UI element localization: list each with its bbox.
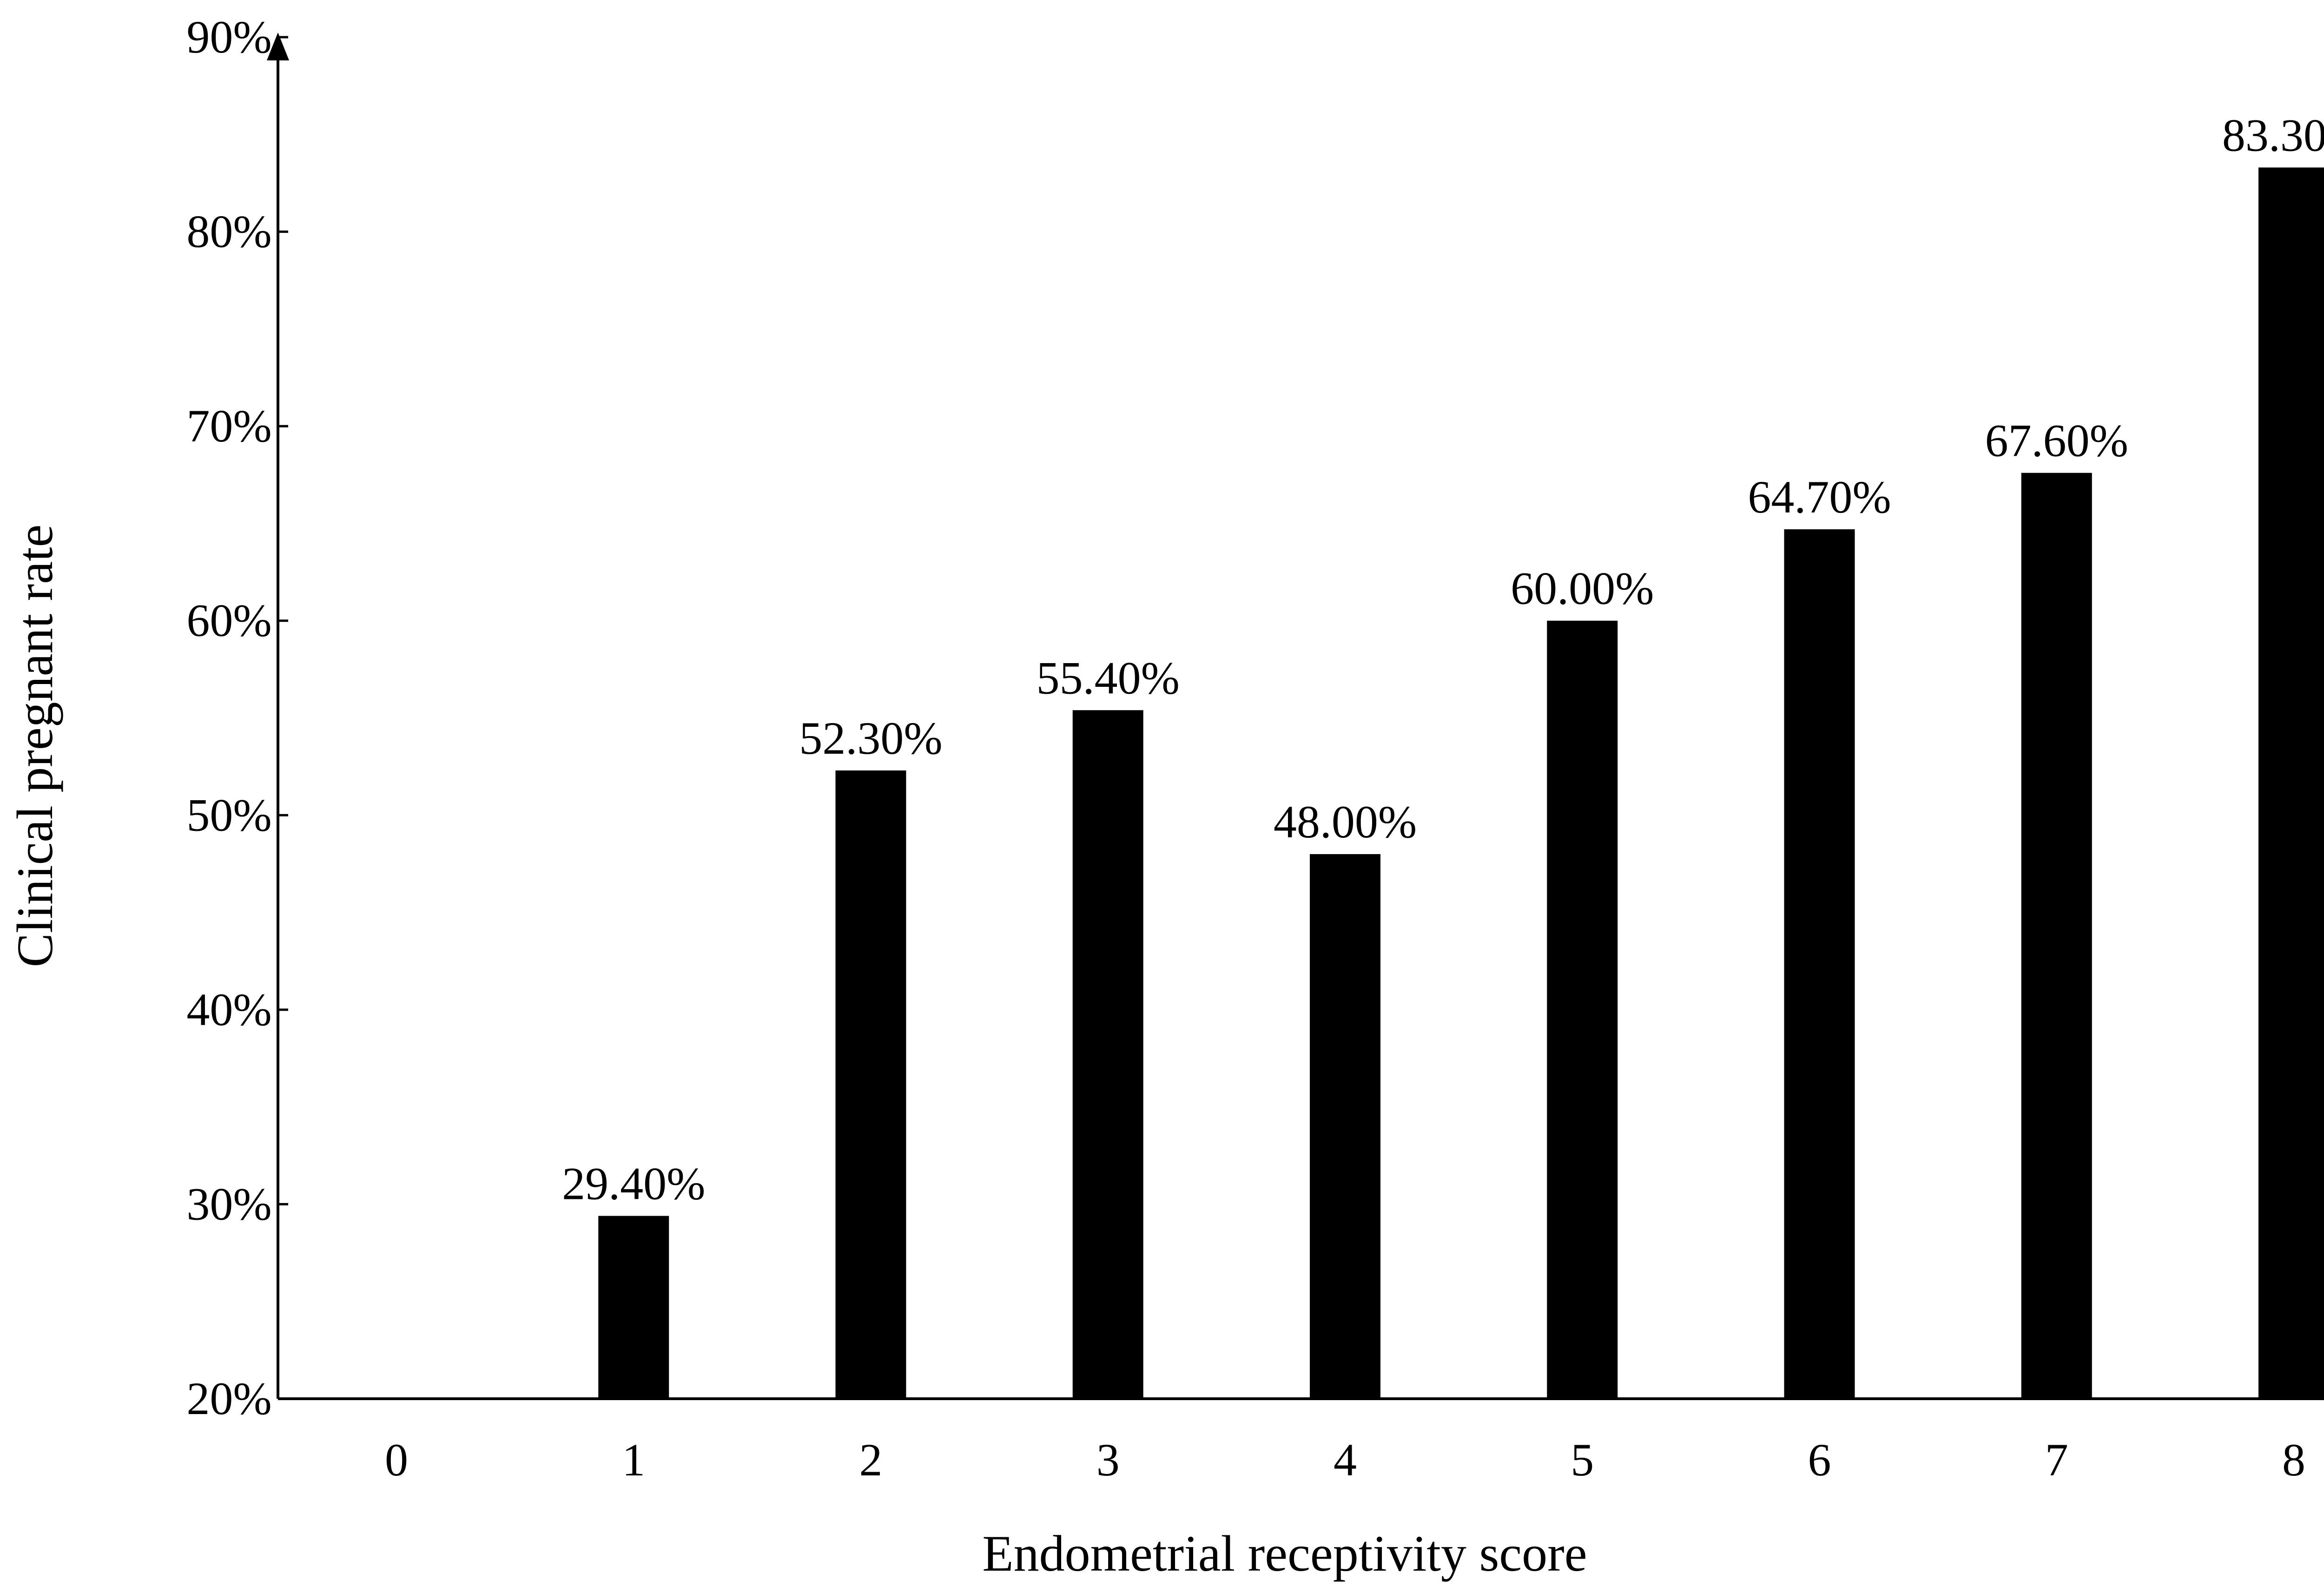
- data-label-score-1: 29.40%: [562, 1158, 705, 1210]
- y-axis-arrow: [267, 33, 289, 60]
- bar-score-7: [2021, 473, 2092, 1399]
- data-label-score-3: 55.40%: [1037, 652, 1180, 704]
- data-label-score-2: 52.30%: [799, 712, 942, 764]
- bar-score-1: [598, 1216, 669, 1399]
- data-label-score-5: 60.00%: [1511, 563, 1654, 614]
- y-axis-ticks: 20% 30% 40% 50% 60% 70% 80% 90%: [186, 11, 288, 1424]
- x-tick-label: 2: [859, 1434, 883, 1486]
- y-tick-label: 60%: [186, 595, 271, 646]
- bar-score-4: [1310, 854, 1380, 1399]
- x-axis-title: Endometrial receptivity score: [982, 1525, 1587, 1582]
- x-tick-label: 7: [2045, 1434, 2068, 1486]
- x-tick-label: 8: [2282, 1434, 2305, 1486]
- x-axis-ticks: 0 1 2 3 4 5 6 7 8: [385, 1434, 2305, 1486]
- bar-score-6: [1784, 529, 1855, 1399]
- y-tick-label: 20%: [186, 1373, 271, 1424]
- y-tick-label: 30%: [186, 1178, 271, 1230]
- bars: [598, 167, 2324, 1399]
- x-tick-label: 1: [622, 1434, 645, 1486]
- bar-score-5: [1547, 620, 1618, 1399]
- bar-score-3: [1072, 710, 1143, 1399]
- data-label-score-6: 64.70%: [1748, 471, 1891, 523]
- x-tick-label: 3: [1096, 1434, 1120, 1486]
- y-tick-label: 50%: [186, 789, 271, 841]
- data-labels: 29.40% 52.30% 55.40% 48.00% 60.00% 64.70% 67.6…: [562, 109, 2324, 1209]
- data-label-score-4: 48.00%: [1274, 796, 1417, 848]
- x-tick-label: 0: [385, 1434, 408, 1486]
- x-tick-label: 5: [1571, 1434, 1594, 1486]
- y-tick-label: 40%: [186, 984, 271, 1035]
- data-label-score-8: 83.30%: [2222, 109, 2324, 161]
- bar-score-8: [2258, 167, 2324, 1399]
- data-label-score-7: 67.60%: [1985, 415, 2128, 467]
- x-tick-label: 4: [1334, 1434, 1357, 1486]
- y-tick-label: 70%: [186, 400, 271, 452]
- x-tick-label: 6: [1808, 1434, 1831, 1486]
- y-tick-label: 90%: [186, 11, 271, 63]
- y-axis-title: Clinical pregnant rate: [7, 525, 63, 967]
- y-tick-label: 80%: [186, 206, 271, 257]
- bar-score-2: [835, 770, 906, 1399]
